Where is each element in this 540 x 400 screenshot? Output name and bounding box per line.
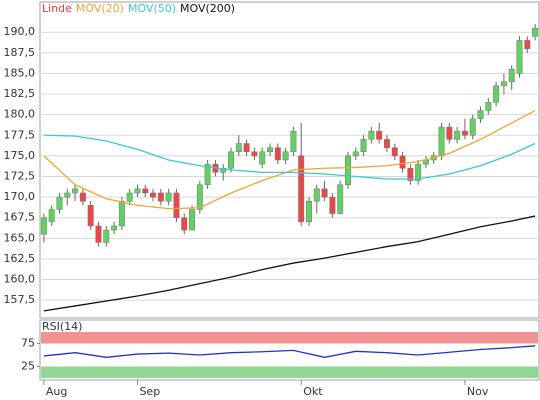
candle-body bbox=[228, 151, 235, 169]
candle-body bbox=[181, 217, 188, 231]
line-series bbox=[43, 215, 536, 312]
candle-body bbox=[461, 130, 468, 136]
candle-body bbox=[477, 110, 484, 120]
candle-body bbox=[532, 27, 539, 37]
y-tick-label: 75 bbox=[21, 337, 35, 350]
candle-body bbox=[321, 188, 328, 198]
candle-body bbox=[313, 188, 320, 202]
candle-body bbox=[235, 143, 242, 153]
candle-body bbox=[282, 151, 289, 161]
y-tick-label: 165,0 bbox=[4, 231, 36, 244]
x-tick-label: Okt bbox=[303, 385, 323, 398]
candle-body bbox=[134, 188, 141, 194]
candle-body bbox=[306, 200, 312, 223]
rsi-band bbox=[41, 332, 538, 344]
candle-body bbox=[337, 184, 344, 214]
main-panel-frame bbox=[39, 1, 540, 319]
y-tick-label: 25 bbox=[21, 360, 35, 373]
candle-body bbox=[352, 151, 359, 157]
legend-entry: MOV(50) bbox=[128, 2, 176, 15]
candle-body bbox=[189, 209, 196, 231]
rsi-title: RSI(14) bbox=[42, 320, 82, 333]
candle-body bbox=[454, 130, 461, 140]
x-tick-label: Aug bbox=[46, 385, 67, 398]
candle-body bbox=[259, 151, 266, 165]
candle-body bbox=[368, 130, 375, 140]
candle-body bbox=[87, 205, 94, 227]
candle-body bbox=[56, 196, 63, 210]
y-tick-label: 172,5 bbox=[4, 169, 36, 182]
candle-body bbox=[500, 81, 507, 87]
candle-body bbox=[415, 163, 422, 181]
candle-body bbox=[469, 118, 476, 136]
legend-entry: MOV(200) bbox=[180, 2, 235, 15]
y-tick-label: 177,5 bbox=[4, 128, 36, 141]
candle-body bbox=[173, 192, 180, 218]
y-tick-label: 170,0 bbox=[4, 190, 36, 203]
y-tick-label: 160,0 bbox=[4, 273, 36, 286]
y-tick-label: 180,0 bbox=[4, 108, 36, 121]
y-tick-label: 185,0 bbox=[4, 66, 36, 79]
y-tick-label: 157,5 bbox=[4, 293, 36, 306]
candle-body bbox=[298, 155, 305, 223]
candle-body bbox=[446, 126, 453, 140]
candle-body bbox=[72, 188, 79, 194]
candle-body bbox=[150, 192, 157, 198]
candle-body bbox=[243, 143, 250, 153]
candle-body bbox=[524, 40, 531, 49]
y-tick-label: 187,5 bbox=[4, 46, 36, 59]
candle-body bbox=[391, 147, 398, 157]
y-tick-label: 190,0 bbox=[4, 25, 36, 38]
candle-body bbox=[383, 139, 390, 148]
candle-body bbox=[376, 130, 383, 140]
candle-body bbox=[399, 155, 406, 169]
candle-body bbox=[516, 40, 523, 74]
candle-body bbox=[95, 225, 102, 243]
candle-body bbox=[111, 225, 118, 231]
candle-body bbox=[157, 192, 164, 202]
candle-body bbox=[165, 192, 172, 202]
legend-entry: MOV(20) bbox=[76, 2, 124, 15]
candle-body bbox=[40, 217, 47, 235]
x-tick-label: Nov bbox=[467, 385, 489, 398]
line-series bbox=[43, 134, 536, 180]
y-tick-label: 175,0 bbox=[4, 149, 36, 162]
candle-body bbox=[274, 147, 281, 161]
line-series bbox=[43, 109, 536, 210]
candle-body bbox=[126, 192, 133, 202]
rsi-band bbox=[41, 366, 538, 378]
candle-body bbox=[508, 69, 515, 82]
candle-body bbox=[204, 163, 211, 185]
candle-body bbox=[267, 147, 273, 153]
candle-body bbox=[251, 151, 258, 157]
x-tick-label: Sep bbox=[139, 385, 160, 398]
candle-body bbox=[329, 196, 336, 214]
candle-body bbox=[196, 184, 203, 210]
y-tick-label: 182,5 bbox=[4, 87, 36, 100]
line-series bbox=[43, 345, 536, 358]
candle-body bbox=[407, 167, 414, 181]
legend-entry: Linde bbox=[42, 2, 72, 15]
candle-body bbox=[79, 192, 86, 202]
candle-body bbox=[64, 192, 71, 198]
y-tick-label: 162,5 bbox=[4, 252, 36, 265]
candle-body bbox=[493, 85, 500, 103]
candle-body bbox=[142, 188, 149, 194]
candle-body bbox=[344, 155, 351, 185]
candle-body bbox=[48, 209, 55, 223]
rsi-panel-frame bbox=[39, 319, 540, 381]
candle-body bbox=[290, 130, 297, 153]
candle-body bbox=[485, 102, 492, 111]
candle-body bbox=[438, 126, 445, 157]
y-tick-label: 167,5 bbox=[4, 211, 36, 224]
candle-body bbox=[118, 200, 125, 227]
candle-body bbox=[360, 139, 367, 153]
candle-body bbox=[103, 229, 110, 243]
